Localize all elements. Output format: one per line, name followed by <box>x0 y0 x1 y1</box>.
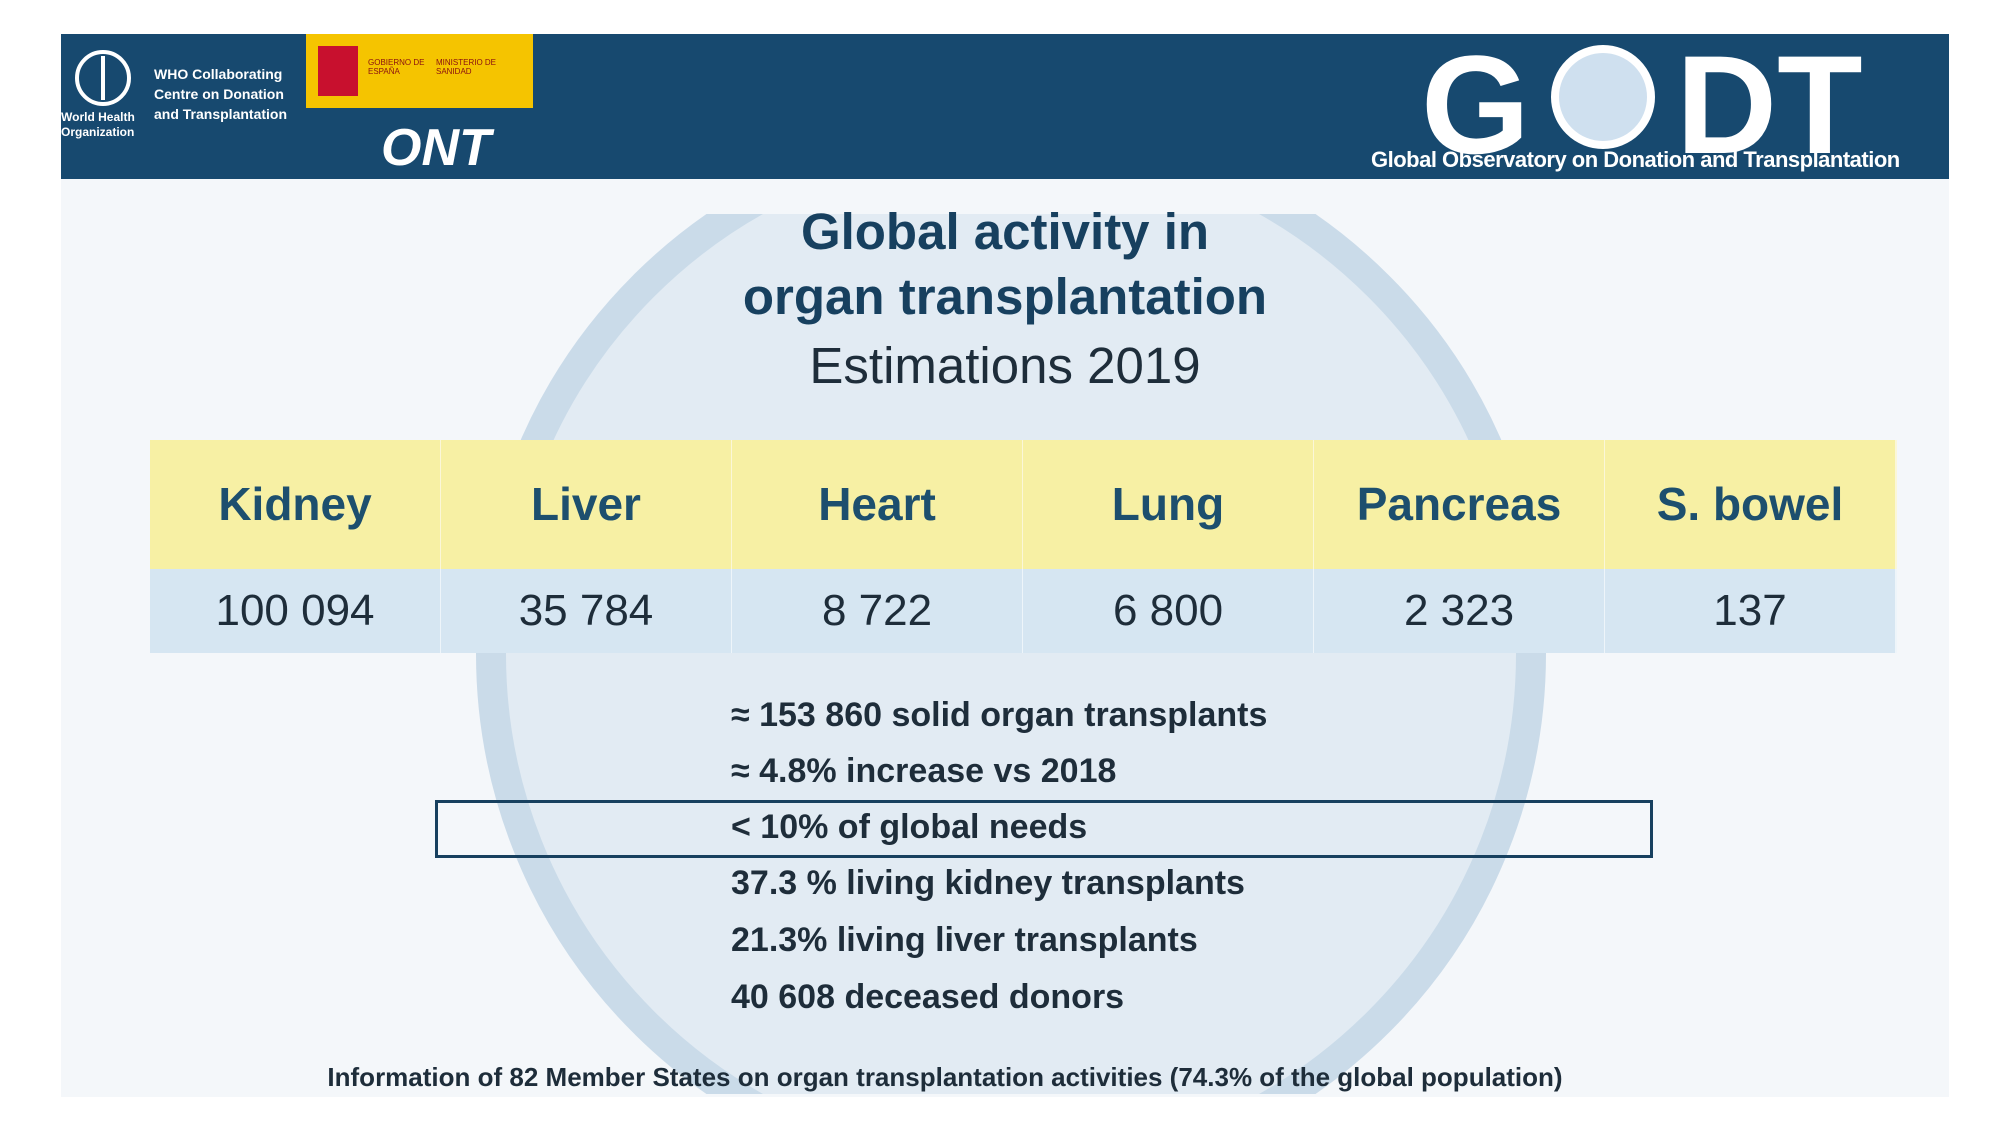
bullet: ≈ 153 860 solid organ transplants <box>731 696 1268 734</box>
who-logo <box>75 50 131 106</box>
spain-logo: GOBIERNO DE ESPAÑA MINISTERIO DE SANIDAD <box>306 34 533 108</box>
table-value: 35 784 <box>441 569 733 653</box>
table-header: Pancreas <box>1314 440 1606 569</box>
table-header: Kidney <box>150 440 442 569</box>
title-line: Global activity in <box>800 203 1210 260</box>
godt-globe <box>1551 45 1655 149</box>
bullet: < 10% of global needs <box>731 808 1088 846</box>
godt-dt: DT <box>1676 34 1863 183</box>
godt-subtitle: Global Observatory on Donation and Trans… <box>1371 147 1900 172</box>
table-value: 100 094 <box>150 569 442 653</box>
title-line: organ transplantation <box>742 268 1268 325</box>
subtitle: Estimations 2019 <box>809 337 1201 394</box>
godt-g: G <box>1421 34 1530 183</box>
bullet: 21.3% living liver transplants <box>731 921 1198 959</box>
header-bar: World Health Organization WHO Collaborat… <box>61 34 1949 183</box>
who-line: WHO Collaborating <box>154 66 283 82</box>
table-value: 6 800 <box>1023 569 1315 653</box>
table-header: Heart <box>732 440 1024 569</box>
bullet: 37.3 % living kidney transplants <box>731 864 1245 902</box>
spain-ministry: MINISTERIO DE SANIDAD <box>436 58 497 76</box>
ont-logo: ONT <box>381 119 491 177</box>
who-line: and Transplantation <box>154 106 288 122</box>
table-value: 2 323 <box>1314 569 1606 653</box>
footer: Information of 82 Member States on organ… <box>327 1062 1563 1092</box>
globe-background <box>476 214 1546 1094</box>
who-centre: WHO Collaborating Centre on Donation and T… <box>154 64 287 124</box>
table-header: Liver <box>441 440 733 569</box>
who-line: Centre on Donation <box>154 86 284 102</box>
who-name: World Health Organization <box>61 110 135 139</box>
bullet: 40 608 deceased donors <box>731 978 1125 1016</box>
spain-crest <box>318 46 358 96</box>
highlight-box <box>435 800 1653 858</box>
table-value: 137 <box>1605 569 1897 653</box>
table-header: S. bowel <box>1605 440 1897 569</box>
bullet: ≈ 4.8% increase vs 2018 <box>731 752 1117 790</box>
table-value: 8 722 <box>732 569 1024 653</box>
spain-gov: GOBIERNO DE ESPAÑA <box>368 58 425 76</box>
table: Kidney Liver Heart Lung Pancreas S. bowe… <box>150 440 1897 653</box>
table-header: Lung <box>1023 440 1315 569</box>
slide: World Health Organization WHO Collaborat… <box>61 34 1949 1097</box>
